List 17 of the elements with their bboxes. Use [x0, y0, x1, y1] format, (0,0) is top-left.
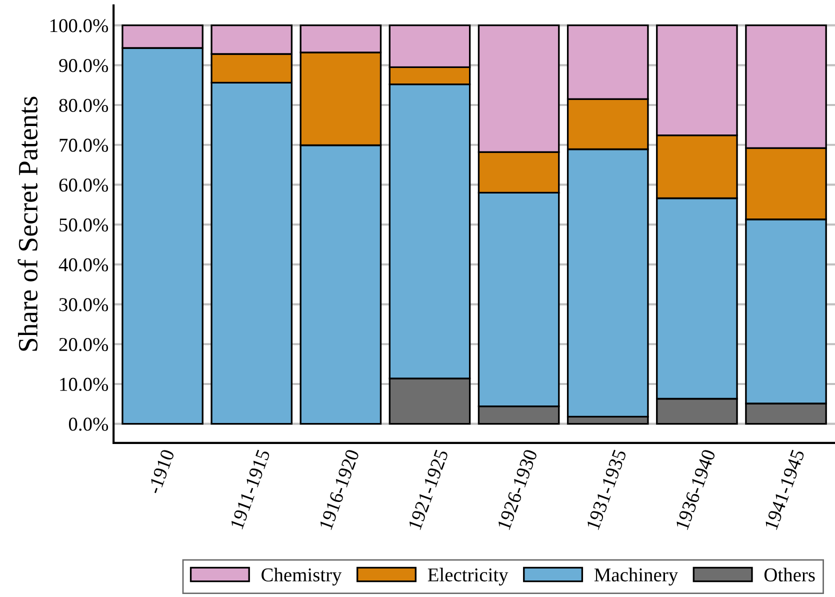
y-tick-label: 50.0%: [60, 218, 108, 232]
legend-label: Chemistry: [262, 568, 342, 586]
y-tick-label: 100.0%: [50, 19, 108, 32]
y-tick-label: 70.0%: [60, 138, 108, 152]
y-tick-label: 10.0%: [60, 378, 108, 392]
y-tick-label: 80.0%: [59, 98, 108, 112]
y-tick-label: 60.0%: [59, 178, 108, 192]
y-axis-title: Share of Secret Patents: [18, 96, 38, 351]
x-tick-label: -1910: [147, 448, 175, 494]
legend-label: Electricity: [428, 568, 508, 586]
y-tick-label: 20.0%: [59, 338, 108, 352]
y-tick-label: 30.0%: [59, 298, 108, 312]
legend-label: Others: [764, 568, 815, 582]
y-tick-label: 90.0%: [59, 58, 108, 72]
y-tick-label: 40.0%: [58, 258, 108, 272]
y-tick-label: 0.0%: [68, 418, 108, 431]
legend-label: Machinery: [594, 568, 678, 586]
